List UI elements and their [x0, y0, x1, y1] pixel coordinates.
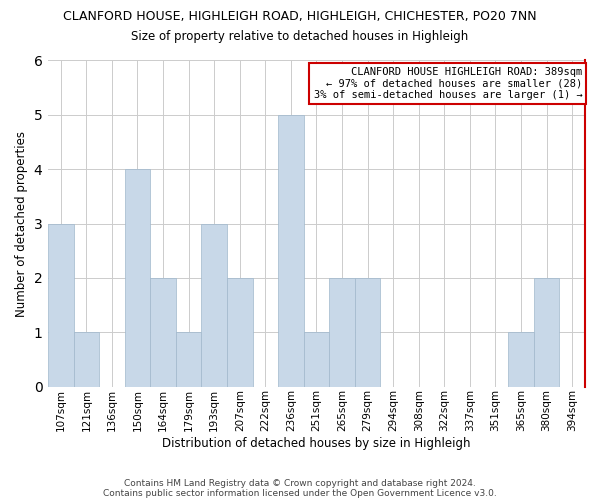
Bar [227, 278, 253, 386]
Bar [534, 278, 559, 386]
Bar [125, 169, 150, 386]
Bar [176, 332, 202, 386]
Y-axis label: Number of detached properties: Number of detached properties [15, 130, 28, 316]
Text: CLANFORD HOUSE HIGHLEIGH ROAD: 389sqm
← 97% of detached houses are smaller (28)
: CLANFORD HOUSE HIGHLEIGH ROAD: 389sqm ← … [314, 67, 583, 100]
Text: Size of property relative to detached houses in Highleigh: Size of property relative to detached ho… [131, 30, 469, 43]
Bar [355, 278, 380, 386]
Bar [74, 332, 99, 386]
Text: Contains public sector information licensed under the Open Government Licence v3: Contains public sector information licen… [103, 488, 497, 498]
Text: Contains HM Land Registry data © Crown copyright and database right 2024.: Contains HM Land Registry data © Crown c… [124, 478, 476, 488]
Bar [329, 278, 355, 386]
Bar [278, 115, 304, 386]
Bar [150, 278, 176, 386]
Text: CLANFORD HOUSE, HIGHLEIGH ROAD, HIGHLEIGH, CHICHESTER, PO20 7NN: CLANFORD HOUSE, HIGHLEIGH ROAD, HIGHLEIG… [63, 10, 537, 23]
Bar [304, 332, 329, 386]
X-axis label: Distribution of detached houses by size in Highleigh: Distribution of detached houses by size … [162, 437, 471, 450]
Bar [48, 224, 74, 386]
Bar [202, 224, 227, 386]
Bar [508, 332, 534, 386]
